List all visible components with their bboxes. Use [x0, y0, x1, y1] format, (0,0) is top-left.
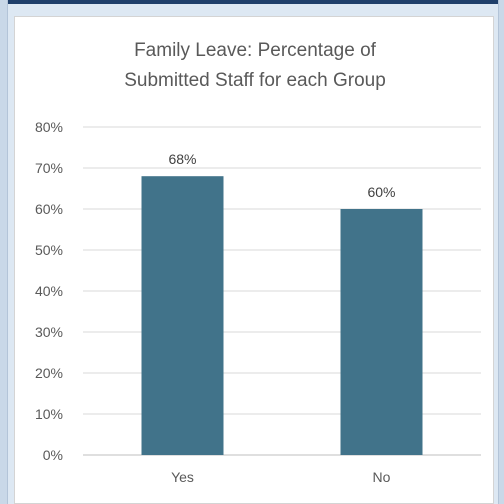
y-tick-label: 10% — [35, 406, 63, 422]
left-panel-edge — [0, 0, 8, 504]
y-axis-tick-labels: 0% 10% 20% 30% 40% 50% 60% 70% 80% — [35, 119, 63, 463]
data-labels: 68% 60% — [168, 151, 395, 200]
chart-title-line-2: Submitted Staff for each Group — [124, 70, 386, 91]
x-axis-tick-labels: Yes No — [171, 469, 391, 485]
window-top-border — [0, 0, 504, 4]
bar-chart: Family Leave: Percentage of Submitted St… — [35, 40, 481, 485]
x-tick-label-no: No — [373, 469, 391, 485]
chart-area[interactable]: Family Leave: Percentage of Submitted St… — [14, 16, 494, 504]
bar-yes[interactable] — [141, 176, 224, 455]
y-tick-label: 0% — [43, 447, 63, 463]
bar-no[interactable] — [340, 209, 423, 455]
y-tick-label: 70% — [35, 160, 63, 176]
y-tick-label: 80% — [35, 119, 63, 135]
y-tick-label: 30% — [35, 324, 63, 340]
y-tick-label: 60% — [35, 201, 63, 217]
chart-title-line-1: Family Leave: Percentage of — [134, 40, 377, 61]
y-tick-label: 50% — [35, 242, 63, 258]
right-panel-edge — [498, 0, 504, 504]
x-tick-label-yes: Yes — [171, 469, 194, 485]
data-label-yes: 68% — [168, 151, 196, 167]
chart-title: Family Leave: Percentage of Submitted St… — [124, 40, 386, 91]
y-tick-label: 40% — [35, 283, 63, 299]
data-label-no: 60% — [367, 184, 395, 200]
y-tick-label: 20% — [35, 365, 63, 381]
bars — [141, 176, 423, 455]
